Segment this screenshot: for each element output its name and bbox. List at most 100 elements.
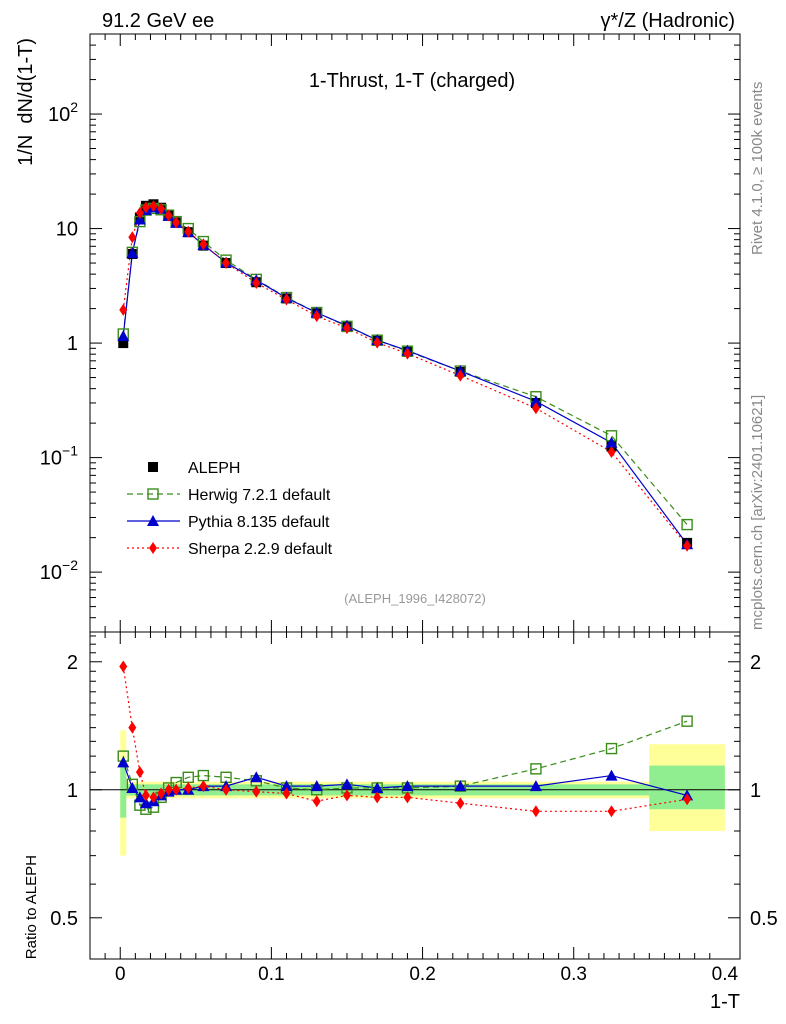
main-y-tick-label: 10 (56, 219, 78, 241)
process-label: γ*/Z (Hadronic) (601, 10, 735, 32)
main-point-2 (605, 436, 618, 448)
ratio-point-1 (133, 791, 146, 803)
ratio-point-2 (456, 797, 465, 810)
ratio-point-2 (607, 805, 616, 818)
x-tick-label: 0.4 (712, 964, 739, 985)
ratio-point-1 (401, 780, 414, 792)
x-tick-label: 0 (115, 964, 126, 985)
ratio-y-axis-label: Ratio to ALEPH (23, 855, 40, 959)
main-point-2 (117, 330, 130, 342)
ratio-point-0 (605, 742, 618, 755)
legend-label: Pythia 8.135 default (188, 514, 330, 531)
main-y-tick-label: 1 (67, 333, 78, 355)
legend-label: ALEPH (188, 460, 240, 477)
legend: ALEPH Herwig 7.2.1 default Pythia 8.135 de… (127, 460, 333, 558)
main-point-3 (149, 200, 158, 213)
ratio-point-1 (117, 756, 130, 768)
main-point-3 (373, 336, 382, 349)
ratio-point-2 (172, 783, 181, 796)
ratio-point-1 (126, 781, 139, 793)
legend-marker (148, 462, 158, 472)
main-point-3 (403, 347, 412, 360)
ratio-point-2 (222, 783, 231, 796)
ratio-y-tick-label-left: 1 (67, 780, 78, 802)
ratio-point-1 (605, 769, 618, 781)
main-y-tick-label: 10−1 (40, 443, 78, 470)
ratio-point-2 (149, 791, 158, 804)
legend-marker (147, 515, 159, 526)
rivet-version-label: Rivet 4.1.0, ≥ 100k events (749, 82, 766, 255)
x-axis-label: 1-T (710, 991, 740, 1013)
main-point-3 (252, 276, 261, 289)
ratio-point-2 (128, 721, 137, 734)
main-panel: 10−2 10−1 1 10 102 (40, 33, 740, 633)
mcplots-label: mcplots.cern.ch [arXiv:2401.10621] (749, 395, 766, 630)
ratio-point-1 (340, 778, 353, 790)
ratio-bands (120, 730, 725, 856)
ratio-point-1 (371, 781, 384, 793)
ratio-y-tick-label-left: 2 (67, 652, 78, 674)
main-point-3 (135, 206, 144, 219)
ratio-point-2 (403, 791, 412, 804)
ratio-point-2 (184, 781, 193, 794)
ratio-point-2 (312, 795, 321, 808)
ratio-point-1 (310, 780, 323, 792)
main-point-3 (157, 202, 166, 215)
x-tick-label: 0.1 (258, 964, 284, 985)
legend-marker (147, 488, 159, 500)
ratio-point-1 (454, 780, 467, 792)
main-point-3 (531, 402, 540, 415)
legend-label: Herwig 7.2.1 default (188, 487, 331, 504)
ratio-band-inner (120, 765, 127, 818)
ratio-point-1 (250, 771, 263, 783)
ratio-point-2 (164, 783, 173, 796)
plot-title: 1-Thrust, 1-T (charged) (309, 70, 515, 92)
x-tick-label: 0.3 (561, 964, 587, 985)
main-point-3 (141, 201, 150, 214)
ratio-point-2 (282, 787, 291, 800)
ratio-point-2 (252, 785, 261, 798)
ratio-y-tick-label-right: 2 (750, 652, 761, 674)
main-point-3 (607, 445, 616, 458)
x-tick-label: 0.2 (409, 964, 435, 985)
ratio-point-1 (529, 780, 542, 792)
main-point-3 (164, 209, 173, 222)
analysis-label: (ALEPH_1996_I428072) (344, 591, 486, 606)
ratio-point-2 (373, 791, 382, 804)
main-point-2 (133, 213, 146, 225)
main-point-3 (456, 369, 465, 382)
ratio-point-2 (199, 780, 208, 793)
main-point-3 (342, 322, 351, 335)
main-point-3 (172, 216, 181, 229)
main-point-3 (683, 539, 692, 552)
ratio-point-2 (683, 793, 692, 806)
ratio-point-2 (135, 766, 144, 779)
main-point-3 (199, 238, 208, 251)
main-point-2 (529, 395, 542, 407)
main-point-1 (681, 518, 693, 531)
ratio-point-0 (530, 763, 542, 775)
main-point-3 (184, 225, 193, 238)
ratio-frame (89, 631, 741, 960)
ratio-point-1 (280, 780, 293, 792)
main-y-tick-label: 102 (48, 99, 78, 126)
main-point-3 (312, 310, 321, 323)
ratio-point-0 (681, 715, 693, 727)
main-point-2 (126, 247, 139, 259)
ratio-point-2 (342, 789, 351, 802)
main-y-tick-label: 10−2 (40, 557, 78, 584)
ratio-y-tick-label-right: 0.5 (750, 908, 778, 930)
legend-label: Sherpa 2.2.9 default (188, 541, 333, 558)
energy-label: 91.2 GeV ee (102, 10, 214, 32)
ratio-y-tick-label-right: 1 (750, 780, 761, 802)
main-y-axis-label: 1/N dN/d(1-T) (15, 38, 37, 166)
main-point-0 (118, 338, 129, 349)
main-point-3 (119, 303, 128, 316)
main-point-3 (128, 231, 137, 244)
main-point-3 (282, 293, 291, 306)
ratio-point-2 (119, 660, 128, 673)
ratio-point-2 (141, 789, 150, 802)
main-series-line-1 (122, 207, 688, 525)
ratio-point-2 (157, 787, 166, 800)
